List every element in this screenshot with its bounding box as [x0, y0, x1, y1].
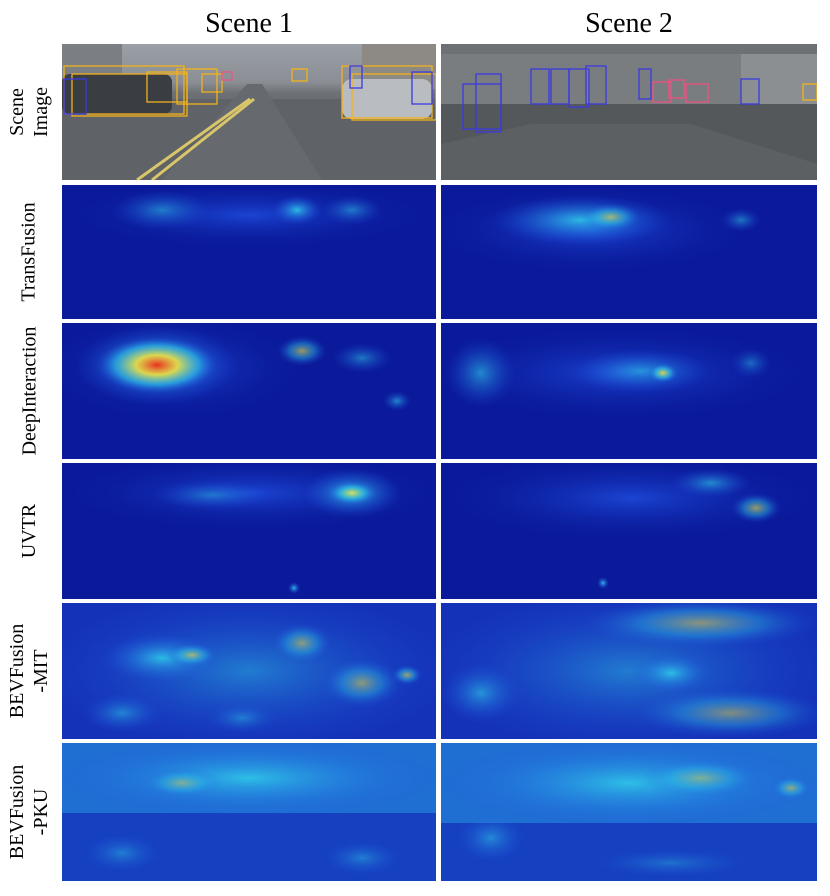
deepinteraction-heatmap-scene-2 — [441, 323, 817, 459]
bevfusion-pku-heatmap-scene-2 — [441, 743, 817, 881]
row-label-transfusion: TransFusion — [18, 202, 41, 302]
scene-1-image — [62, 44, 436, 180]
row-label-bevfusion-mit: BEVFusion -MIT — [6, 623, 52, 719]
row-label-uvtr: UVTR — [17, 503, 40, 559]
bevfusion-mit-heatmap-scene-1 — [62, 603, 436, 739]
bevfusion-mit-heatmap-scene-2 — [441, 603, 817, 739]
pedestrian-boxes — [63, 65, 433, 115]
scene-2-image — [441, 44, 817, 180]
deepinteraction-heatmap-scene-1 — [62, 323, 436, 459]
bevfusion-pku-heatmap-scene-1 — [62, 743, 436, 881]
barrier-boxes — [652, 79, 709, 103]
row-label-scene-image: Scene Image — [5, 87, 52, 137]
car-boxes — [63, 65, 436, 121]
column-title-scene-2: Scene 2 — [585, 8, 673, 39]
pedestrian-boxes — [462, 65, 760, 133]
transfusion-heatmap-scene-2 — [441, 185, 817, 319]
uvtr-heatmap-scene-1 — [62, 463, 436, 599]
transfusion-heatmap-scene-1 — [62, 185, 436, 319]
barrier-boxes — [221, 71, 233, 81]
row-label-bevfusion-pku: BEVFusion -PKU — [6, 764, 52, 860]
column-title-scene-1: Scene 1 — [205, 8, 293, 39]
row-label-deepinteraction: DeepInteraction — [18, 326, 41, 456]
car-box — [802, 83, 817, 101]
uvtr-heatmap-scene-2 — [441, 463, 817, 599]
